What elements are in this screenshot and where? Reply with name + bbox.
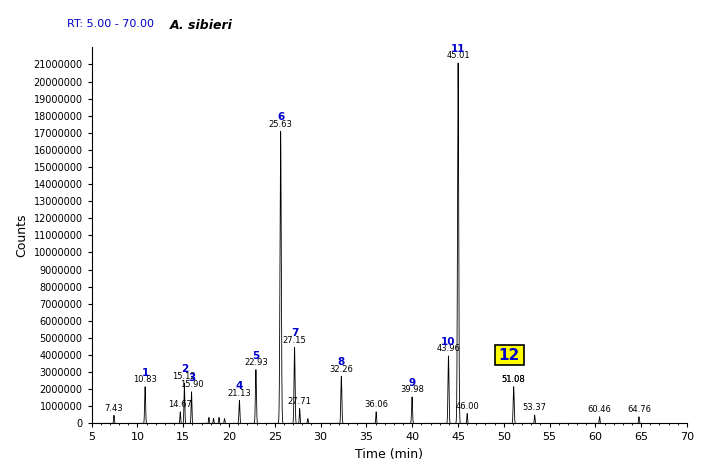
FancyBboxPatch shape: [495, 345, 524, 365]
Text: 21.13: 21.13: [228, 389, 251, 398]
Text: 15.12: 15.12: [172, 372, 196, 381]
Text: 27.71: 27.71: [288, 397, 312, 406]
Text: 39.98: 39.98: [400, 386, 424, 394]
Text: 3: 3: [188, 373, 195, 383]
Text: 7: 7: [291, 328, 298, 338]
Text: 25.63: 25.63: [269, 119, 293, 129]
Text: 22.93: 22.93: [244, 358, 268, 367]
Text: 46.00: 46.00: [455, 402, 479, 411]
Text: 4: 4: [235, 381, 243, 391]
Text: 51.08: 51.08: [502, 375, 525, 384]
Y-axis label: Counts: Counts: [15, 214, 28, 257]
Text: 5: 5: [252, 350, 259, 360]
Text: 51.08: 51.08: [502, 375, 525, 384]
Text: 64.76: 64.76: [627, 405, 651, 414]
Text: 1: 1: [142, 367, 149, 377]
X-axis label: Time (min): Time (min): [355, 448, 423, 461]
Text: 10: 10: [441, 337, 456, 347]
Text: 11: 11: [451, 44, 465, 54]
Text: 8: 8: [337, 357, 345, 367]
Text: 27.15: 27.15: [283, 336, 306, 345]
Text: 43.96: 43.96: [437, 344, 460, 353]
Text: 12: 12: [498, 347, 520, 363]
Text: 36.06: 36.06: [364, 400, 388, 409]
Text: 2: 2: [181, 364, 188, 374]
Text: 14.67: 14.67: [168, 400, 192, 409]
Text: 7.43: 7.43: [105, 404, 123, 413]
Text: 6: 6: [277, 112, 284, 122]
Text: 32.26: 32.26: [330, 365, 353, 374]
Text: RT: 5.00 - 70.00: RT: 5.00 - 70.00: [67, 19, 155, 29]
Text: 15.90: 15.90: [179, 380, 203, 389]
Text: A. sibieri: A. sibieri: [170, 19, 233, 32]
Text: 10.83: 10.83: [133, 375, 157, 384]
Text: 60.46: 60.46: [588, 405, 612, 414]
Text: 53.37: 53.37: [523, 404, 547, 413]
Text: 45.01: 45.01: [446, 51, 470, 60]
Text: 9: 9: [408, 378, 415, 388]
